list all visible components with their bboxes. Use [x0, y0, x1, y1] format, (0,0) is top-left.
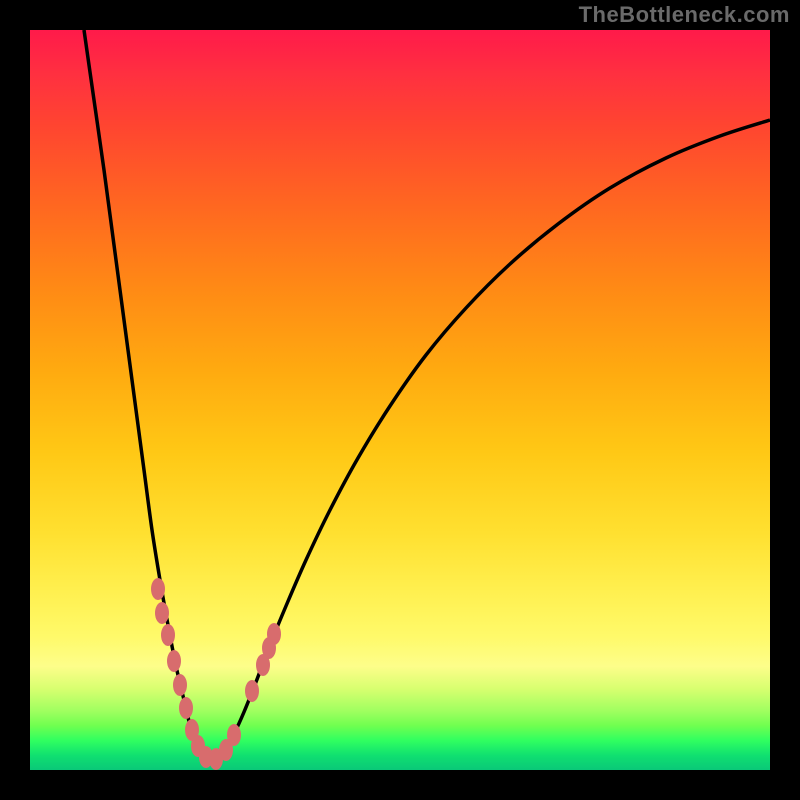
- data-marker: [179, 697, 193, 719]
- watermark-text: TheBottleneck.com: [579, 2, 790, 28]
- data-marker: [227, 724, 241, 746]
- data-marker: [167, 650, 181, 672]
- data-marker: [161, 624, 175, 646]
- marker-group: [151, 578, 281, 770]
- data-marker: [151, 578, 165, 600]
- plot-area: [30, 30, 770, 770]
- data-marker: [155, 602, 169, 624]
- data-marker: [245, 680, 259, 702]
- chart-container: TheBottleneck.com: [0, 0, 800, 800]
- curve-right: [212, 120, 770, 760]
- chart-svg: [30, 30, 770, 770]
- data-marker: [267, 623, 281, 645]
- data-marker: [173, 674, 187, 696]
- curve-left: [84, 30, 212, 760]
